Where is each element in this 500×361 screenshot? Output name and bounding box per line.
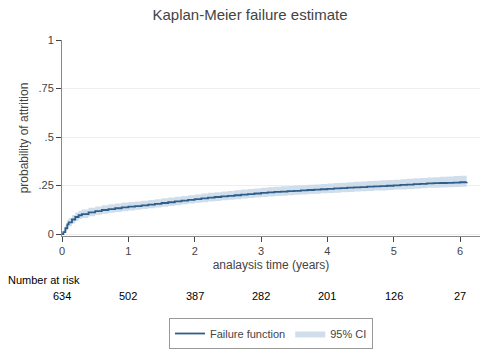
svg-text:4: 4 xyxy=(324,245,330,257)
svg-text:95% CI: 95% CI xyxy=(330,328,366,340)
svg-text:27: 27 xyxy=(454,290,466,302)
svg-text:387: 387 xyxy=(186,290,204,302)
svg-text:502: 502 xyxy=(119,290,137,302)
svg-text:.5: .5 xyxy=(45,131,54,143)
svg-text:1: 1 xyxy=(48,34,54,46)
svg-text:0: 0 xyxy=(48,228,54,240)
svg-text:Kaplan-Meier failure estimate: Kaplan-Meier failure estimate xyxy=(152,6,347,23)
svg-text:201: 201 xyxy=(318,290,336,302)
svg-text:Number at risk: Number at risk xyxy=(8,274,80,286)
svg-text:282: 282 xyxy=(252,290,270,302)
svg-text:3: 3 xyxy=(258,245,264,257)
svg-text:.25: .25 xyxy=(39,179,54,191)
svg-text:Failure function: Failure function xyxy=(210,328,285,340)
svg-text:.75: .75 xyxy=(39,82,54,94)
svg-text:126: 126 xyxy=(385,290,403,302)
svg-text:634: 634 xyxy=(53,290,71,302)
svg-text:5: 5 xyxy=(391,245,397,257)
svg-text:probability of attrition: probability of attrition xyxy=(17,83,31,194)
svg-text:6: 6 xyxy=(457,245,463,257)
svg-text:analaysis time (years): analaysis time (years) xyxy=(213,258,330,272)
svg-text:2: 2 xyxy=(192,245,198,257)
svg-text:1: 1 xyxy=(125,245,131,257)
svg-text:0: 0 xyxy=(59,245,65,257)
